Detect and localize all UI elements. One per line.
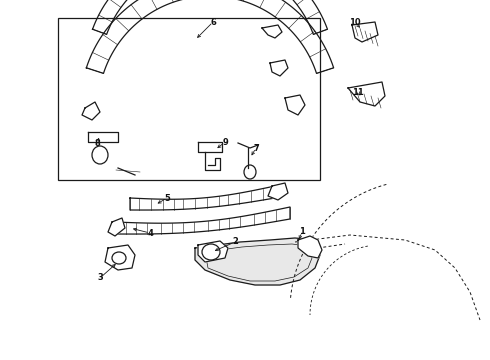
Text: 9: 9 (222, 138, 228, 147)
Text: 4: 4 (147, 229, 153, 238)
Polygon shape (105, 245, 135, 270)
Polygon shape (130, 186, 275, 210)
Text: 1: 1 (299, 228, 305, 237)
Polygon shape (198, 241, 228, 262)
Polygon shape (195, 238, 320, 285)
Text: 6: 6 (210, 18, 216, 27)
Polygon shape (298, 236, 322, 258)
Text: 11: 11 (352, 87, 364, 96)
Text: 3: 3 (97, 274, 103, 283)
Polygon shape (108, 218, 125, 236)
Text: 2: 2 (232, 238, 238, 247)
Polygon shape (86, 0, 334, 73)
Text: 5: 5 (164, 194, 170, 202)
Polygon shape (93, 0, 327, 34)
Polygon shape (270, 60, 288, 76)
Polygon shape (198, 142, 222, 152)
Text: 8: 8 (94, 139, 100, 148)
Polygon shape (285, 95, 305, 115)
Bar (58, 18, 320, 180)
Polygon shape (268, 183, 288, 200)
Polygon shape (352, 22, 378, 42)
Text: 7: 7 (253, 144, 259, 153)
Text: 10: 10 (349, 18, 361, 27)
Polygon shape (82, 102, 100, 120)
Polygon shape (262, 25, 282, 38)
Polygon shape (348, 82, 385, 106)
Polygon shape (115, 207, 290, 234)
Polygon shape (88, 132, 118, 142)
